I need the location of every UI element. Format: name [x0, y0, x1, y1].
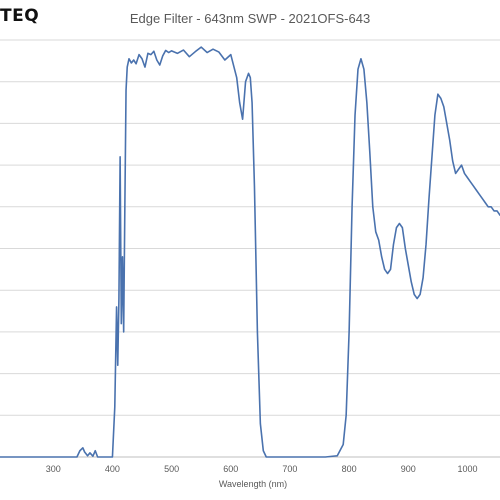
- x-tick-label: 800: [342, 464, 357, 474]
- transmission-series-line: [0, 46, 500, 458]
- x-tick-label: 900: [401, 464, 416, 474]
- x-tick-label: 600: [223, 464, 238, 474]
- x-tick-label: 500: [164, 464, 179, 474]
- x-axis-label: Wavelength (nm): [219, 479, 287, 489]
- x-axis-ticks: 300 400 500 600 700 800 900 1000: [46, 464, 478, 474]
- company-logo: TEQ: [0, 6, 40, 26]
- x-tick-label: 1000: [457, 464, 477, 474]
- x-tick-label: 700: [282, 464, 297, 474]
- x-tick-label: 400: [105, 464, 120, 474]
- x-tick-label: 300: [46, 464, 61, 474]
- chart-title: Edge Filter - 643nm SWP - 2021OFS-643: [129, 11, 371, 26]
